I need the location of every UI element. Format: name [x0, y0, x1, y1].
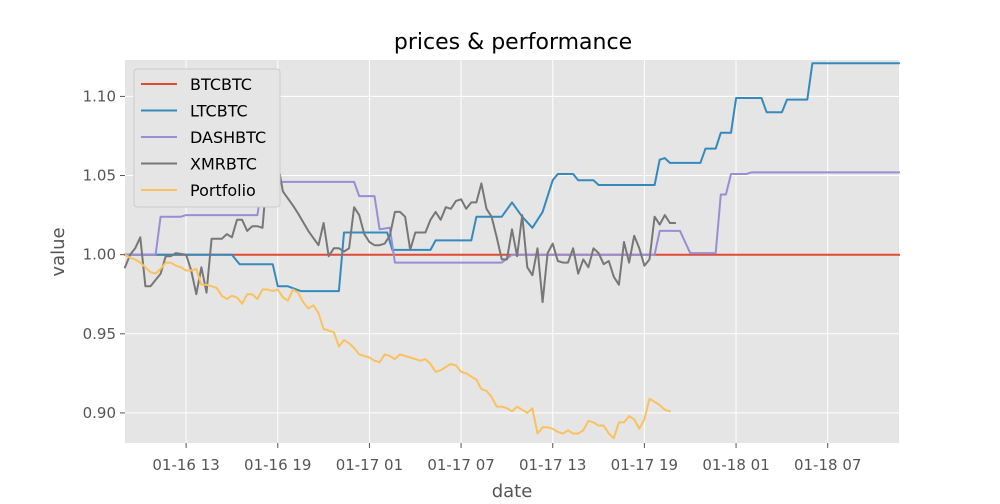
legend-label-ltcbtc: LTCBTC [190, 102, 248, 121]
series-lines [123, 62, 900, 440]
legend-label-xmrbtc: XMRBTC [190, 155, 257, 174]
y-tick-label: 0.90 [83, 404, 116, 422]
x-tick-label: 01-18 07 [794, 456, 861, 474]
x-tick-label: 01-16 19 [244, 456, 311, 474]
y-tick-label: 1.00 [83, 246, 116, 264]
x-axis-ticks: 01-16 13 01-16 19 01-17 01 01-17 07 01-17 13… [152, 443, 861, 474]
series-line-xmrbtc [123, 161, 676, 304]
x-tick-label: 01-18 01 [702, 456, 769, 474]
chart-title: prices & performance [394, 30, 632, 55]
y-tick-label: 0.95 [83, 325, 116, 343]
legend-label-portfolio: Portfolio [190, 181, 256, 200]
x-axis-label: date [492, 481, 533, 500]
x-tick-label: 01-17 01 [336, 456, 403, 474]
x-tick-label: 01-16 13 [152, 456, 219, 474]
legend-label-dashbtc: DASHBTC [190, 128, 266, 147]
x-tick-label: 01-17 19 [611, 456, 678, 474]
legend-box [133, 68, 281, 208]
series-line-dashbtc [124, 171, 900, 264]
y-axis-label: value [48, 227, 69, 276]
y-axis-ticks: 0.90 0.95 1.00 1.05 1.10 [83, 87, 125, 422]
legend-label-btcbtc: BTCBTC [190, 75, 252, 94]
y-tick-label: 1.05 [83, 167, 116, 185]
series-line-ltcbtc [124, 62, 900, 293]
x-tick-label: 01-17 13 [519, 456, 586, 474]
legend: BTCBTC LTCBTC DASHBTC XMRBTC Portfolio [133, 68, 281, 208]
x-tick-label: 01-17 07 [427, 456, 494, 474]
y-tick-label: 1.10 [83, 87, 116, 105]
series-line-portfolio [123, 253, 672, 440]
